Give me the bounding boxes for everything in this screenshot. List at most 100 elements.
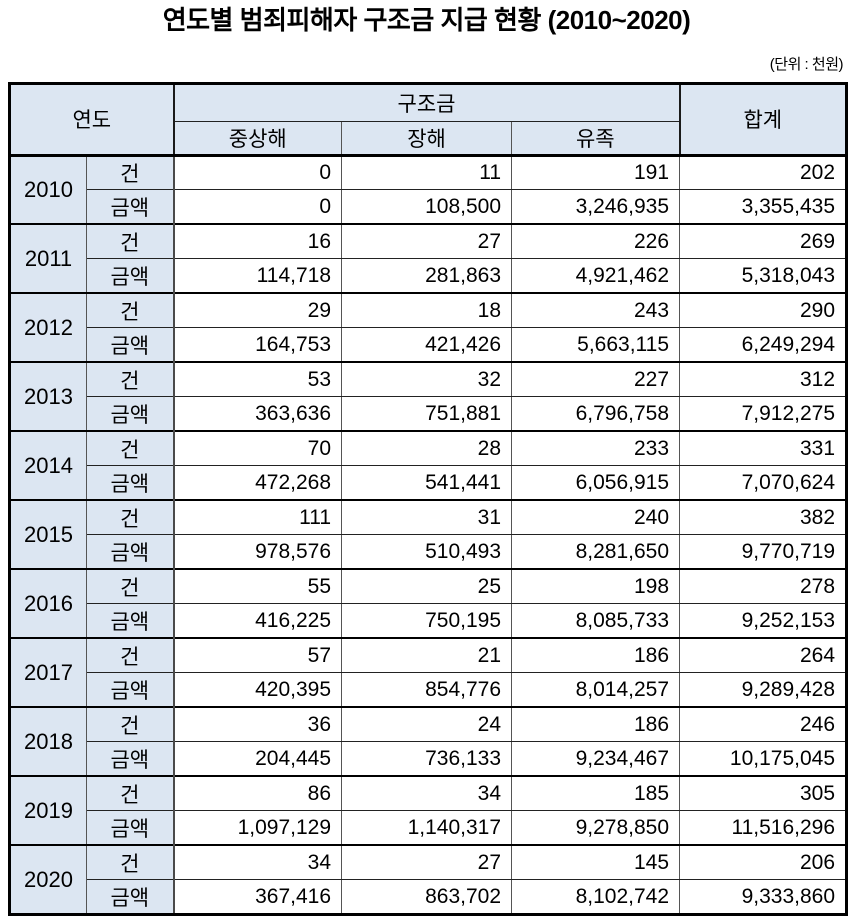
value-cell-serious-injury: 416,225 — [173, 603, 343, 639]
count-row-label: 건 — [85, 775, 175, 812]
value-cell-bereaved-family: 186 — [511, 706, 681, 743]
count-row-label: 건 — [85, 568, 175, 605]
year-group-amount-row: 금액 114,718 281,863 4,921,462 5,318,043 — [10, 258, 848, 294]
value-cell-disability: 25 — [341, 568, 513, 605]
header-row-sub: 중상해 장해 유족 — [10, 120, 847, 156]
year-group-amount-row: 금액 978,576 510,493 8,281,650 9,770,719 — [10, 534, 848, 570]
value-cell-bereaved-family: 6,056,915 — [511, 465, 681, 501]
value-cell-bereaved-family: 243 — [511, 292, 681, 329]
value-cell-disability: 24 — [341, 706, 513, 743]
table-header: 연도 구조금 합계 중상해 장해 유족 — [8, 82, 848, 156]
amount-row-label: 금액 — [85, 189, 175, 225]
year-group-amount-row: 금액 472,268 541,441 6,056,915 7,070,624 — [10, 465, 848, 501]
value-cell-disability: 1,140,317 — [341, 810, 513, 846]
amount-row-label: 금액 — [85, 810, 175, 846]
value-cell-serious-injury: 978,576 — [173, 534, 343, 570]
value-cell-bereaved-family: 198 — [511, 568, 681, 605]
year-group-count-row: 2011 건 16 27 226 269 — [9, 223, 848, 294]
year-cell: 2015 — [9, 499, 87, 570]
value-cell-disability: 11 — [341, 154, 513, 191]
value-cell-disability: 18 — [341, 292, 513, 329]
year-group-amount-row: 금액 416,225 750,195 8,085,733 9,252,153 — [10, 603, 848, 639]
value-cell-bereaved-family: 6,796,758 — [511, 396, 681, 432]
value-cell-disability: 541,441 — [341, 465, 513, 501]
value-cell-total: 331 — [679, 430, 848, 467]
year-cell: 2019 — [9, 775, 87, 846]
value-cell-bereaved-family: 5,663,115 — [511, 327, 681, 363]
value-cell-serious-injury: 36 — [173, 706, 343, 743]
value-cell-total: 312 — [679, 361, 848, 398]
header-year: 연도 — [8, 82, 175, 156]
count-row-label: 건 — [85, 223, 175, 260]
value-cell-disability: 750,195 — [341, 603, 513, 639]
value-cell-serious-injury: 86 — [173, 775, 343, 812]
value-cell-serious-injury: 0 — [173, 189, 343, 225]
header-total: 합계 — [678, 82, 848, 156]
value-cell-serious-injury: 55 — [173, 568, 343, 605]
count-row-label: 건 — [85, 637, 175, 674]
count-row-label: 건 — [85, 706, 175, 743]
value-cell-total: 206 — [679, 844, 848, 881]
value-cell-bereaved-family: 9,278,850 — [511, 810, 681, 846]
value-cell-bereaved-family: 186 — [511, 637, 681, 674]
value-cell-total: 9,289,428 — [679, 672, 848, 708]
header-bereaved-family: 유족 — [511, 120, 681, 156]
value-cell-bereaved-family: 8,102,742 — [511, 879, 681, 915]
year-group-amount-row: 금액 0 108,500 3,246,935 3,355,435 — [10, 189, 848, 225]
value-cell-bereaved-family: 191 — [511, 154, 681, 191]
year-group-count-row: 2020 건 34 27 145 206 — [9, 844, 848, 915]
value-cell-disability: 751,881 — [341, 396, 513, 432]
amount-row-label: 금액 — [85, 879, 175, 915]
count-row-label: 건 — [85, 292, 175, 329]
value-cell-bereaved-family: 240 — [511, 499, 681, 536]
count-row-label: 건 — [85, 499, 175, 536]
value-cell-serious-injury: 111 — [173, 499, 343, 536]
value-cell-total: 264 — [679, 637, 848, 674]
value-cell-total: 202 — [679, 154, 848, 191]
year-group-amount-row: 금액 164,753 421,426 5,663,115 6,249,294 — [10, 327, 848, 363]
value-cell-serious-injury: 472,268 — [173, 465, 343, 501]
year-group-amount-row: 금액 363,636 751,881 6,796,758 7,912,275 — [10, 396, 848, 432]
value-cell-bereaved-family: 227 — [511, 361, 681, 398]
value-cell-serious-injury: 1,097,129 — [173, 810, 343, 846]
value-cell-total: 382 — [679, 499, 848, 536]
value-cell-serious-injury: 114,718 — [173, 258, 343, 294]
value-cell-serious-injury: 204,445 — [173, 741, 343, 777]
value-cell-bereaved-family: 3,246,935 — [511, 189, 681, 225]
value-cell-serious-injury: 420,395 — [173, 672, 343, 708]
header-disability: 장해 — [341, 120, 513, 156]
value-cell-disability: 108,500 — [341, 189, 513, 225]
amount-row-label: 금액 — [85, 396, 175, 432]
amount-row-label: 금액 — [85, 672, 175, 708]
count-row-label: 건 — [85, 844, 175, 881]
year-group-amount-row: 금액 420,395 854,776 8,014,257 9,289,428 — [10, 672, 848, 708]
value-cell-disability: 510,493 — [341, 534, 513, 570]
value-cell-total: 278 — [679, 568, 848, 605]
value-cell-disability: 281,863 — [341, 258, 513, 294]
value-cell-disability: 421,426 — [341, 327, 513, 363]
value-cell-total: 7,912,275 — [679, 396, 848, 432]
year-group-count-row: 2019 건 86 34 185 305 — [9, 775, 848, 846]
header-row-top: 연도 구조금 합계 — [8, 82, 848, 156]
value-cell-total: 9,252,153 — [679, 603, 848, 639]
value-cell-bereaved-family: 8,014,257 — [511, 672, 681, 708]
year-cell: 2012 — [9, 292, 87, 363]
amount-row-label: 금액 — [85, 603, 175, 639]
year-cell: 2010 — [9, 154, 87, 225]
value-cell-serious-injury: 57 — [173, 637, 343, 674]
value-cell-bereaved-family: 8,085,733 — [511, 603, 681, 639]
year-group-count-row: 2018 건 36 24 186 246 — [9, 706, 848, 777]
value-cell-serious-injury: 70 — [173, 430, 343, 467]
year-group-amount-row: 금액 367,416 863,702 8,102,742 9,333,860 — [10, 879, 848, 915]
year-cell: 2014 — [9, 430, 87, 501]
page-title: 연도별 범죄피해자 구조금 지급 현황 (2010~2020) — [162, 5, 691, 35]
amount-row-label: 금액 — [85, 534, 175, 570]
value-cell-serious-injury: 29 — [173, 292, 343, 329]
year-cell: 2016 — [9, 568, 87, 639]
value-cell-bereaved-family: 185 — [511, 775, 681, 812]
value-cell-serious-injury: 164,753 — [173, 327, 343, 363]
value-cell-disability: 34 — [341, 775, 513, 812]
year-cell: 2020 — [9, 844, 87, 915]
value-cell-disability: 21 — [341, 637, 513, 674]
